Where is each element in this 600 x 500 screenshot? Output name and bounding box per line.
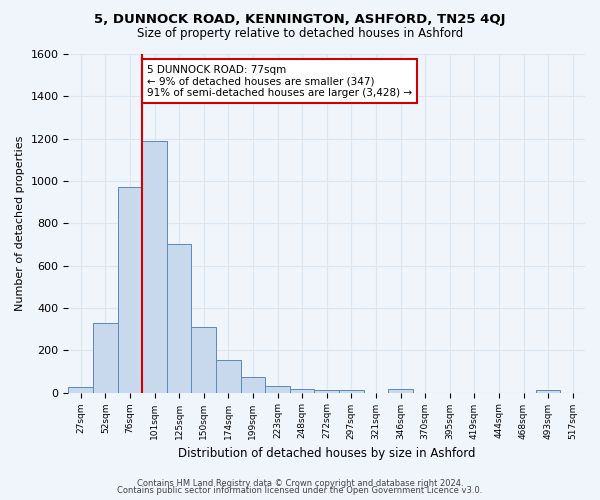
Y-axis label: Number of detached properties: Number of detached properties <box>15 136 25 311</box>
Bar <box>142 141 167 393</box>
Bar <box>167 244 191 392</box>
Bar <box>314 390 339 392</box>
Bar <box>93 322 118 392</box>
Bar <box>265 386 290 392</box>
Bar <box>191 327 216 392</box>
Bar <box>118 188 142 392</box>
X-axis label: Distribution of detached houses by size in Ashford: Distribution of detached houses by size … <box>178 447 475 460</box>
Text: Size of property relative to detached houses in Ashford: Size of property relative to detached ho… <box>137 28 463 40</box>
Bar <box>290 390 314 392</box>
Bar <box>68 388 93 392</box>
Bar <box>216 360 241 392</box>
Bar <box>241 376 265 392</box>
Bar <box>536 390 560 392</box>
Text: 5 DUNNOCK ROAD: 77sqm
← 9% of detached houses are smaller (347)
91% of semi-deta: 5 DUNNOCK ROAD: 77sqm ← 9% of detached h… <box>147 64 412 98</box>
Bar <box>388 390 413 392</box>
Bar <box>339 390 364 392</box>
Text: Contains public sector information licensed under the Open Government Licence v3: Contains public sector information licen… <box>118 486 482 495</box>
Text: Contains HM Land Registry data © Crown copyright and database right 2024.: Contains HM Land Registry data © Crown c… <box>137 478 463 488</box>
Text: 5, DUNNOCK ROAD, KENNINGTON, ASHFORD, TN25 4QJ: 5, DUNNOCK ROAD, KENNINGTON, ASHFORD, TN… <box>94 12 506 26</box>
